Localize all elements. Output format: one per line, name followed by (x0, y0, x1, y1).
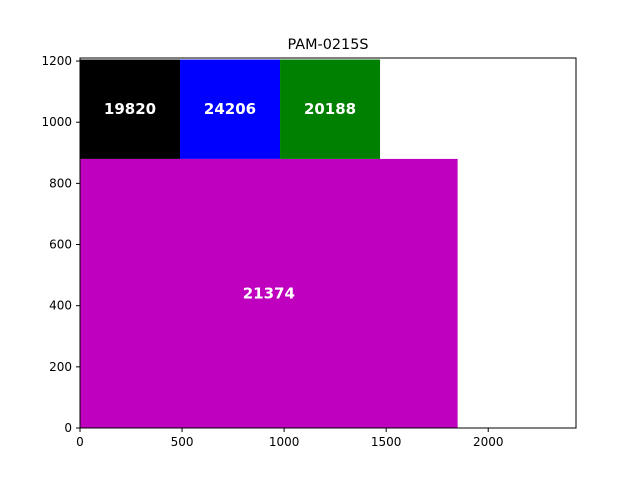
y-tick-label-1: 200 (49, 360, 72, 374)
block-0 (80, 158, 458, 428)
x-tick-label-1: 500 (171, 435, 194, 449)
block-2 (180, 59, 281, 159)
block-label-2: 24206 (204, 100, 256, 118)
axes-layer: 0 500 1000 1500 2000 0 200 400 600 800 1000 1200 (41, 54, 503, 449)
y-tick-label-4: 800 (49, 176, 72, 190)
y-tick-label-3: 600 (49, 238, 72, 252)
x-tick-label-0: 0 (76, 435, 84, 449)
x-tick-label-3: 1500 (371, 435, 402, 449)
y-tick-label-6: 1200 (41, 54, 72, 68)
block-label-3: 20188 (304, 100, 356, 118)
block-label-1: 19820 (104, 100, 156, 118)
block-3 (280, 59, 381, 159)
x-tick-label-4: 2000 (473, 435, 504, 449)
chart-title: PAM-0215S (288, 37, 369, 53)
y-tick-label-0: 0 (64, 421, 72, 435)
x-tick-label-2: 1000 (269, 435, 300, 449)
plot-frame (79, 57, 577, 429)
y-tick-label-2: 400 (49, 299, 72, 313)
block-1 (80, 59, 181, 159)
block-label-0: 21374 (243, 284, 295, 302)
blocks-layer: 21374 19820 24206 20188 (80, 59, 458, 428)
y-tick-label-5: 1000 (41, 115, 72, 129)
